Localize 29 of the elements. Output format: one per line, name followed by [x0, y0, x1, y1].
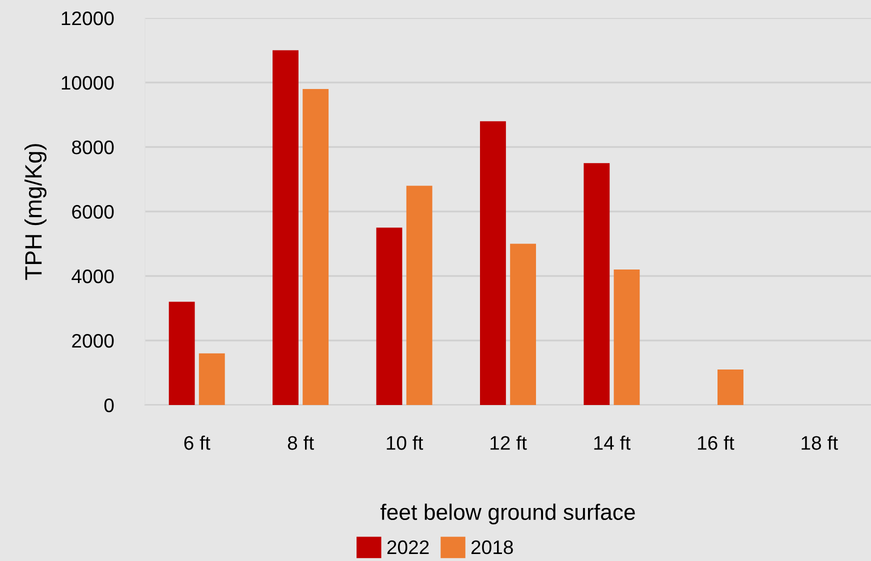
y-tick-label: 2000 [72, 334, 114, 348]
y-tick-label: 12000 [62, 11, 114, 26]
x-axis-title: feet below ground surface [380, 504, 635, 524]
x-tick-label: 8 ft [288, 436, 314, 450]
y-tick-label: 0 [104, 398, 114, 412]
y-tick-label: 4000 [72, 269, 114, 284]
bar [510, 244, 536, 405]
bar [480, 121, 506, 405]
bar [406, 186, 432, 405]
bar [614, 270, 640, 405]
bar [198, 353, 225, 405]
x-tick-label: 12 ft [490, 436, 527, 450]
bar [168, 302, 195, 405]
y-tick-label: 6000 [72, 204, 114, 219]
legend-label: 2018 [471, 540, 513, 554]
y-axis-title: TPH (mg/Kg) [24, 144, 46, 280]
x-tick-label: 18 ft [802, 436, 838, 450]
legend-label: 2022 [387, 540, 429, 554]
bar [376, 228, 402, 405]
y-tick-label: 10000 [62, 76, 114, 90]
y-tick-label: 8000 [72, 140, 114, 154]
bar [718, 370, 744, 405]
bar [302, 88, 329, 405]
bar [272, 50, 298, 405]
x-tick-label: 16 ft [698, 436, 734, 450]
x-tick-label: 6 ft [184, 436, 210, 450]
x-tick-label: 14 ft [594, 436, 630, 450]
x-tick-label: 10 ft [386, 436, 424, 450]
bar [584, 163, 610, 405]
